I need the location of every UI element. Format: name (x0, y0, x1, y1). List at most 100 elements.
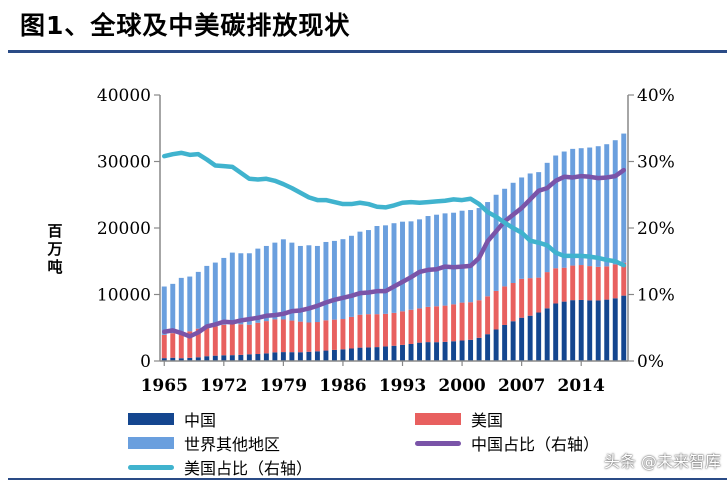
bar-usa-1974 (238, 324, 244, 355)
bar-rest-of-world-2013 (570, 148, 576, 266)
y-right-tick-label-0%: 0% (637, 352, 664, 372)
bar-usa-1968 (187, 331, 193, 358)
bar-usa-1990 (374, 314, 380, 348)
bar-china-1977 (263, 353, 269, 361)
bar-rest-of-world-2012 (561, 151, 567, 268)
bar-rest-of-world-1976 (255, 248, 261, 323)
bar-china-2010 (544, 308, 550, 361)
bar-china-1986 (340, 349, 346, 361)
bar-rest-of-world-1990 (374, 226, 380, 315)
bar-usa-2016 (595, 266, 601, 301)
bar-usa-2007 (519, 278, 525, 318)
bar-usa-2015 (587, 266, 593, 301)
bar-china-1965 (161, 358, 167, 361)
bar-china-2012 (561, 301, 567, 361)
x-tick-label-1993: 1993 (379, 376, 426, 396)
bar-china-1969 (195, 357, 201, 361)
bar-rest-of-world-1995 (417, 219, 422, 309)
bar-rest-of-world-1988 (357, 231, 363, 315)
figure-title: 图1、全球及中美碳排放现状 (20, 11, 351, 40)
bar-china-1967 (178, 358, 184, 361)
bar-rest-of-world-2009 (536, 172, 542, 278)
bar-rest-of-world-1984 (323, 241, 329, 321)
bar-china-1988 (357, 347, 363, 361)
bar-china-1985 (331, 349, 337, 361)
bar-china-1983 (314, 351, 320, 361)
bar-rest-of-world-1982 (306, 245, 312, 323)
bar-usa-1977 (263, 321, 269, 354)
bar-usa-2001 (468, 302, 474, 340)
bar-rest-of-world-2003 (485, 202, 491, 297)
bar-rest-of-world-1973 (229, 252, 235, 324)
bar-rest-of-world-2001 (468, 210, 474, 303)
bar-rest-of-world-1969 (195, 271, 201, 329)
bar-china-2000 (459, 340, 465, 361)
bar-usa-1983 (314, 322, 320, 352)
bar-rest-of-world-1994 (408, 221, 414, 310)
legend-item-usa: 美国 (415, 407, 503, 431)
bar-rest-of-world-2004 (493, 194, 499, 291)
bar-rest-of-world-2005 (502, 188, 508, 287)
bar-china-2001 (468, 339, 474, 361)
legend-item-china-share: 中国占比（右轴） (415, 431, 599, 455)
x-tick-label-1965: 1965 (141, 376, 188, 396)
bar-usa-1971 (212, 326, 218, 356)
bar-china-2018 (612, 298, 618, 361)
legend-label-rest-of-world: 世界其他地区 (184, 435, 281, 454)
legend-swatch-china (128, 413, 174, 425)
bar-usa-2009 (536, 277, 542, 313)
bar-rest-of-world-2017 (604, 144, 610, 267)
bar-usa-1985 (331, 319, 337, 350)
bar-rest-of-world-1975 (246, 253, 252, 325)
bar-rest-of-world-1997 (434, 214, 440, 307)
legend-label-usa-share: 美国占比（右轴） (184, 459, 313, 478)
bar-china-1982 (306, 351, 312, 361)
bar-usa-1995 (417, 308, 422, 343)
legend-label-china-share: 中国占比（右轴） (471, 435, 600, 454)
x-tick-label-1979: 1979 (260, 376, 307, 396)
y-left-tick-label-30000: 30000 (97, 153, 151, 173)
bar-usa-2002 (476, 300, 482, 338)
bar-china-1991 (383, 346, 388, 361)
legend-label-usa: 美国 (471, 411, 504, 430)
bar-rest-of-world-1977 (263, 245, 269, 322)
bar-china-1994 (408, 343, 414, 361)
bar-usa-1978 (272, 319, 278, 353)
bar-china-2014 (578, 299, 584, 361)
bar-rest-of-world-1983 (314, 245, 320, 323)
bar-china-1970 (204, 356, 210, 361)
bar-china-1990 (374, 347, 380, 361)
y-right-tick-label-10%: 10% (637, 286, 675, 306)
bar-usa-2004 (493, 290, 499, 330)
watermark: 头条 @未来智库 (603, 452, 721, 471)
bar-china-1996 (425, 342, 431, 361)
bar-usa-1972 (221, 324, 227, 356)
bar-rest-of-world-2016 (595, 146, 601, 267)
bar-usa-1994 (408, 309, 414, 344)
bar-rest-of-world-2008 (527, 173, 533, 279)
legend-item-china: 中国 (128, 407, 216, 431)
bar-usa-1988 (357, 314, 363, 348)
bar-usa-1980 (289, 320, 295, 353)
bottom-divider (8, 478, 727, 480)
bar-usa-1982 (306, 322, 312, 352)
bar-rest-of-world-1965 (161, 286, 167, 335)
bar-china-1999 (451, 341, 457, 361)
bar-china-2011 (553, 303, 559, 361)
bar-china-1992 (391, 345, 397, 361)
bar-usa-1976 (255, 322, 261, 355)
bar-rest-of-world-1971 (212, 262, 218, 327)
x-tick-label-1972: 1972 (200, 376, 247, 396)
legend-item-rest-of-world: 世界其他地区 (128, 431, 280, 455)
bar-rest-of-world-2011 (553, 155, 559, 269)
bar-rest-of-world-1992 (391, 223, 397, 313)
bar-rest-of-world-1999 (451, 212, 457, 305)
bar-usa-2012 (561, 267, 567, 302)
bar-rest-of-world-1993 (400, 221, 405, 312)
bar-usa-2011 (553, 268, 559, 304)
china-share-line (162, 167, 626, 339)
bar-china-1998 (442, 341, 448, 361)
bar-china-1974 (238, 354, 244, 361)
bar-usa-2013 (570, 265, 576, 301)
bar-rest-of-world-1996 (425, 216, 431, 307)
